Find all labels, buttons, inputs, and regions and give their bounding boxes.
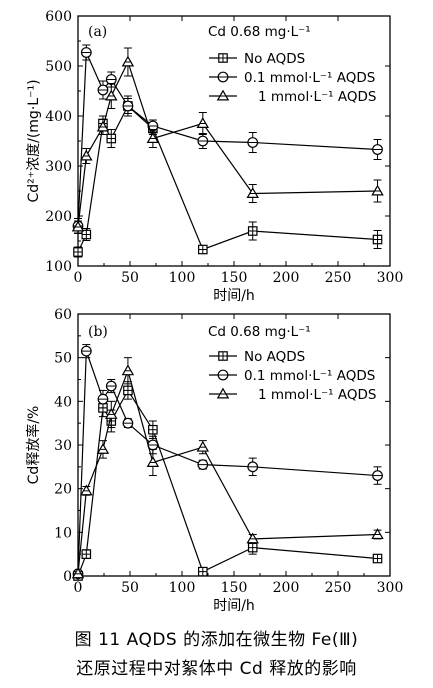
data-point [105,408,118,419]
data-point [71,220,85,232]
data-point [371,528,384,540]
series-circle [72,344,383,580]
data-point [246,532,259,544]
legend-title: Cd 0.68 mg·L⁻¹ [208,24,311,40]
series-triangle [71,357,384,579]
legend-label: 0.1 mmol·L⁻¹ AQDS [244,368,375,384]
x-tick-label: 50 [121,580,139,596]
y-tick-label: 100 [45,259,72,275]
panel-label: (b) [88,324,108,340]
legend-label: 0.1 mmol·L⁻¹ AQDS [244,70,375,86]
chart-panel-a: 0 50 100 150 200 250 300 100 200 300 400 500 600 时间/h… [26,9,403,304]
y-tick-label: 500 [45,59,72,75]
series-line [77,389,378,577]
y-tick-label: 400 [45,109,72,125]
y-axis-label: Cd释放率/% [25,406,42,485]
data-point [246,187,259,198]
chart-panel-b: 0 50 100 150 200 250 300 0 10 20 30 40 50 60 时间/h Cd释放率… [25,307,403,614]
series-triangle [71,47,384,234]
y-tick-label: 40 [54,394,72,410]
legend-label: No AQDS [244,51,305,67]
series-line [77,105,378,253]
data-point [105,89,118,101]
data-point [96,442,110,454]
series-circle [72,44,383,234]
data-point [196,117,210,129]
figure-caption-line1: 图 11 AQDS 的添加在微生物 Fe(Ⅲ) [74,630,359,650]
x-tick-label: 0 [74,580,83,596]
data-point [71,567,85,579]
y-tick-label: 600 [45,9,72,25]
y-tick-label: 300 [45,159,72,175]
data-point [196,440,210,452]
data-point [121,364,135,376]
data-point [146,456,160,467]
x-tick-label: 100 [169,580,196,596]
x-tick-label: 250 [325,580,352,596]
series-square [73,98,383,258]
data-point [371,184,384,196]
legend-label: 1 mmol·L⁻¹ AQDS [258,387,376,403]
data-point [80,484,93,496]
x-tick-label: 300 [377,270,404,286]
legend: Cd 0.68 mg·L⁻¹ No AQDS 0.1 mmol·L⁻¹ AQDS 1 … [208,24,376,105]
figure-caption-line2: 还原过程中对絮体中 Cd 释放的影响 [76,659,357,679]
legend-label: 1 mmol·L⁻¹ AQDS [258,89,376,105]
x-axis-label: 时间/h [213,598,255,614]
x-tick-label: 200 [273,270,300,286]
y-tick-label: 50 [54,351,72,367]
y-axis-label: Cd²⁺浓度/(mg·L⁻¹) [26,79,42,202]
plot-frame [77,15,391,267]
x-tick-label: 200 [273,580,300,596]
x-tick-label: 0 [74,270,83,286]
data-point [121,55,135,67]
data-point [80,149,93,161]
x-tick-label: 150 [221,270,248,286]
series-line [77,60,378,228]
legend-title: Cd 0.68 mg·L⁻¹ [208,324,311,340]
y-tick-label: 20 [54,482,72,498]
data-point [146,132,160,143]
plot-frame [77,313,391,577]
series-square [73,381,383,581]
x-tick-label: 150 [221,580,248,596]
legend-marker [216,387,230,399]
x-tick-label: 50 [121,270,139,286]
y-tick-label: 60 [54,307,72,323]
x-tick-label: 300 [377,580,404,596]
data-point [96,120,110,132]
legend-marker [216,89,230,101]
x-axis-label: 时间/h [213,288,255,304]
figure: 0 50 100 150 200 250 300100200300400500600时间/h… [25,9,403,614]
legend-label: No AQDS [244,349,305,365]
y-tick-label: 10 [54,525,72,541]
x-tick-label: 100 [169,270,196,286]
panel-label: (a) [88,24,107,40]
y-tick-label: 30 [54,438,72,454]
y-tick-label: 200 [45,209,72,225]
legend: Cd 0.68 mg·L⁻¹ No AQDS 0.1 mmol·L⁻¹ AQDS 1 … [208,324,376,403]
x-tick-label: 250 [325,270,352,286]
y-tick-label: 0 [63,569,72,585]
